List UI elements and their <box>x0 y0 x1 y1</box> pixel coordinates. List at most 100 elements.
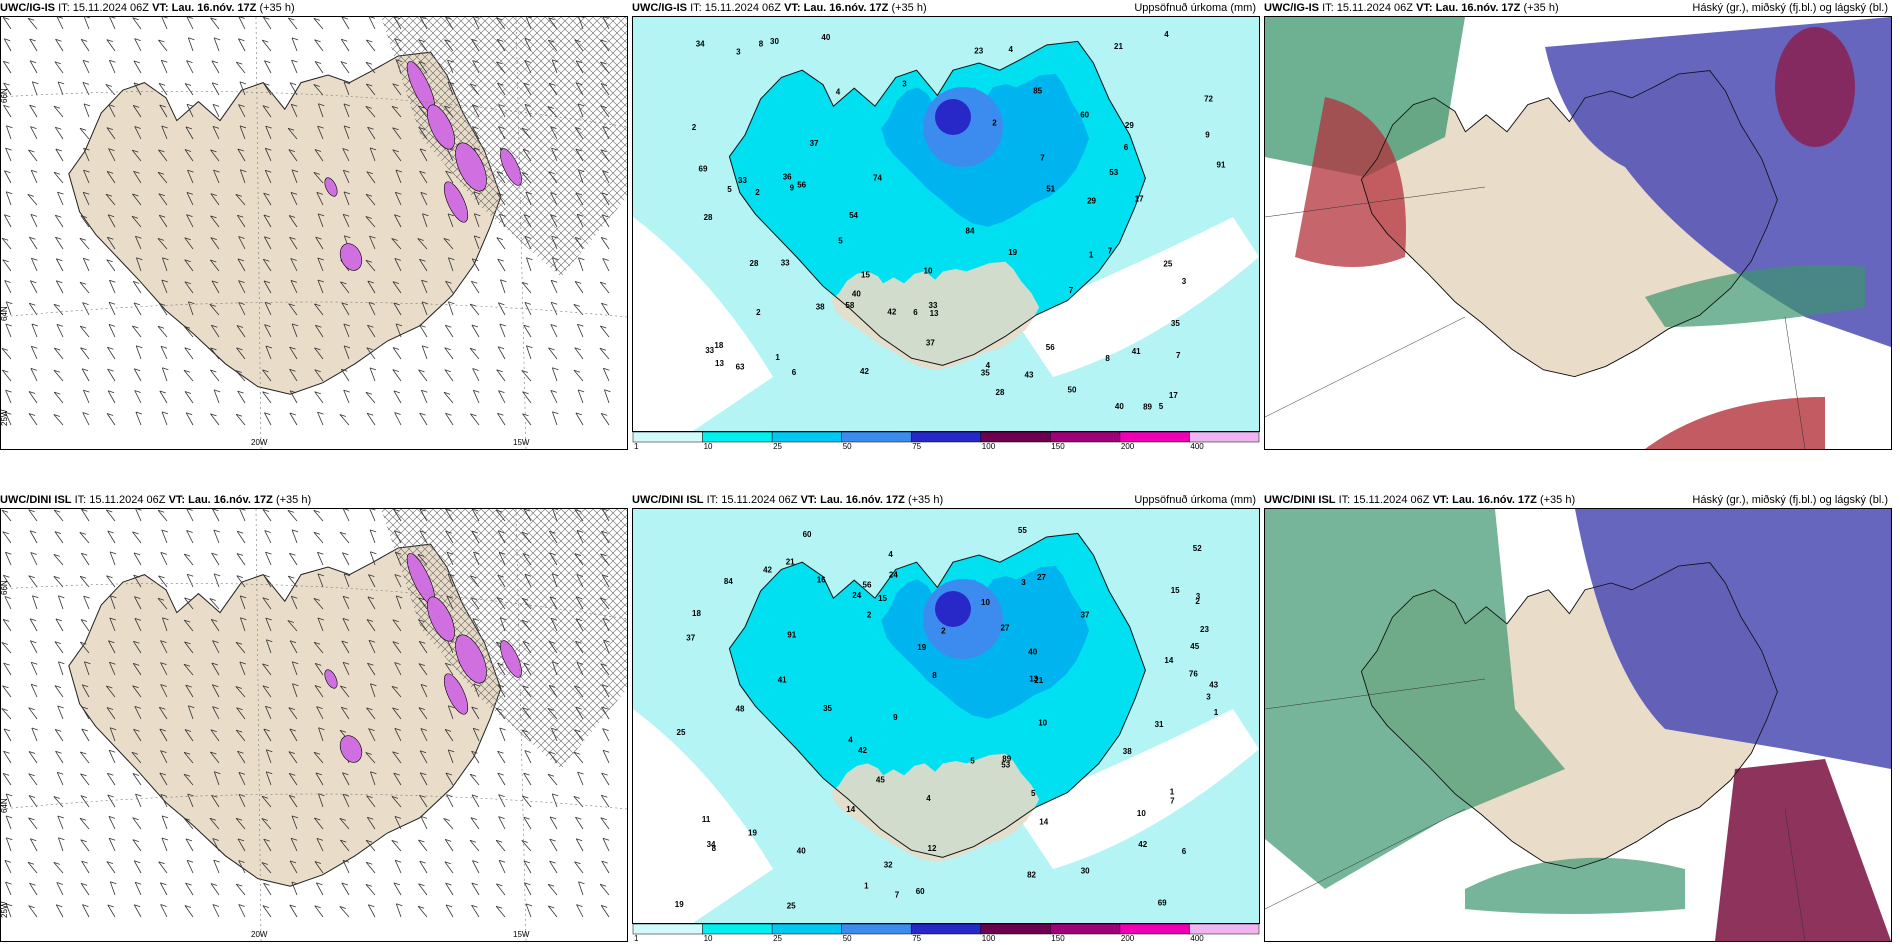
wind-barb <box>340 281 350 294</box>
wind-barb-feather <box>3 60 10 64</box>
valid-time: Lau. 16.nóv. 17Z <box>803 2 889 14</box>
wind-barb-feather <box>159 728 166 732</box>
wind-barb <box>366 817 376 830</box>
vt-label: VT: <box>168 494 186 506</box>
wind-barb <box>210 193 220 206</box>
meridian-15w <box>515 17 527 449</box>
wind-barb <box>209 818 220 830</box>
wind-barb-feather <box>419 170 426 174</box>
wind-barb <box>315 236 324 250</box>
wind-barb <box>342 618 350 632</box>
wind-barb-feather <box>288 215 296 218</box>
wind-barb <box>265 749 272 764</box>
wind-barb <box>419 750 428 764</box>
precip-value: 17 <box>1169 391 1178 400</box>
wind-barb <box>6 125 12 140</box>
wind-barb-feather <box>162 257 169 261</box>
wind-barb-feather <box>577 103 585 107</box>
wind-barb <box>29 618 38 632</box>
wind-barb-feather <box>136 509 142 511</box>
precip-value: 89 <box>1143 402 1152 411</box>
wind-barb-feather <box>342 618 350 621</box>
wind-barb-feather <box>289 728 296 732</box>
wind-barb <box>445 170 454 184</box>
wind-barb <box>421 390 428 404</box>
wind-barb-feather <box>366 619 374 622</box>
meridian-15w <box>515 509 527 941</box>
wind-barb-feather <box>551 727 558 731</box>
it-label: IT: <box>690 2 702 14</box>
wind-barb-feather <box>109 551 117 555</box>
wind-barb-feather <box>110 727 117 731</box>
mid-cloud-band <box>1645 265 1865 327</box>
wind-barb-feather <box>548 347 555 351</box>
wind-barb <box>132 531 142 544</box>
wind-barb <box>239 595 246 610</box>
wind-barb-feather <box>107 794 114 798</box>
precip-value: 8 <box>712 844 717 853</box>
low-cloud-area <box>1295 97 1406 267</box>
wind-barb <box>56 772 64 786</box>
wind-barb <box>210 729 220 742</box>
wind-barb-feather <box>341 706 348 710</box>
wind-barb <box>473 213 480 228</box>
wind-barb <box>132 817 142 830</box>
wind-barb-feather <box>160 750 167 753</box>
wind-barb <box>574 509 584 522</box>
field-title: Uppsöfnuð úrkoma (mm) <box>1134 494 1256 506</box>
wind-barb <box>3 82 12 96</box>
wind-barb <box>262 905 272 918</box>
wind-barb-feather <box>109 749 116 753</box>
wind-barb <box>188 301 194 316</box>
wind-barb-feather <box>395 323 403 327</box>
wind-barb <box>57 705 64 720</box>
wind-barb <box>317 257 324 272</box>
wind-barb <box>314 61 324 74</box>
wind-barb <box>162 257 168 272</box>
wind-barb <box>600 83 610 96</box>
wind-barb-feather <box>342 793 350 797</box>
wind-barb <box>290 838 298 852</box>
wind-barb-feather <box>109 837 116 841</box>
precip-value: 10 <box>981 598 990 607</box>
wind-barb <box>157 326 168 338</box>
wind-barb <box>313 18 324 30</box>
wind-barb-feather <box>369 529 377 533</box>
wind-barb <box>313 641 324 654</box>
wind-barb <box>394 258 402 272</box>
wind-barb-feather <box>131 751 139 755</box>
precip-value: 3 <box>1206 693 1211 702</box>
wind-barb <box>343 191 350 206</box>
precip-value: 18 <box>714 341 723 350</box>
wind-barb <box>1 642 12 654</box>
wind-barb <box>31 258 38 272</box>
wind-barb-feather <box>470 817 478 820</box>
precip-value: 48 <box>736 704 745 713</box>
wind-barb <box>210 149 220 162</box>
wind-barb-feather <box>445 882 452 886</box>
wind-barb-feather <box>2 369 9 373</box>
wind-barb <box>369 551 376 566</box>
wind-barb <box>577 389 584 404</box>
wind-barb-feather <box>392 149 399 153</box>
field-title: Háský (gr.), miðský (fj.bl.) og lágský (… <box>1692 2 1888 14</box>
dry-area <box>633 217 773 431</box>
wind-barb <box>445 412 454 426</box>
wind-barb <box>289 236 298 250</box>
wind-barbs <box>1 509 610 918</box>
wind-barb <box>496 171 506 184</box>
wind-barb <box>183 664 194 676</box>
wind-barb <box>394 728 402 742</box>
wind-barb <box>497 750 506 764</box>
wind-barb-feather <box>341 302 349 306</box>
wind-barb-feather <box>574 861 581 865</box>
precip-value: 58 <box>845 301 854 310</box>
high-wind-cells <box>324 553 522 763</box>
wind-barb <box>263 728 272 742</box>
wind-panel-row2: UWC/DINI ISL IT: 15.11.2024 06Z VT: Lau.… <box>0 492 628 942</box>
wind-barb-feather <box>6 793 13 797</box>
wind-barb-feather <box>134 618 142 621</box>
wind-barb <box>80 773 90 786</box>
wind-barb <box>288 149 298 162</box>
wind-barb-feather <box>108 640 115 644</box>
